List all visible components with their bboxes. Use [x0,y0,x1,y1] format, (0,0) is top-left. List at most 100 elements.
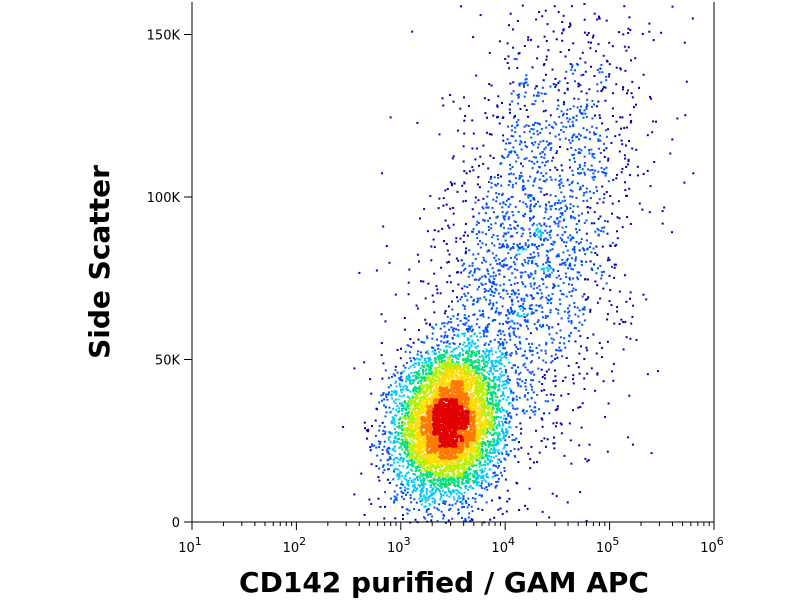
event-point [605,59,608,62]
event-point [585,239,588,242]
event-point [428,385,431,388]
event-point [508,279,511,282]
event-point [543,148,546,151]
event-point [409,442,412,445]
event-point [466,352,469,355]
event-point [483,382,486,385]
event-point [485,448,488,451]
event-point [516,20,519,22]
event-point [486,488,489,491]
event-point [558,186,561,189]
event-point [543,389,546,392]
event-point [508,497,511,500]
event-point [402,492,405,494]
event-point [408,402,411,405]
event-point [485,455,488,458]
event-point [411,465,414,468]
event-point [418,399,421,402]
event-point [494,399,497,402]
event-point [493,277,496,280]
event-point [490,409,493,412]
event-point [685,80,688,83]
event-point [457,333,459,336]
event-point [436,478,439,481]
event-point [512,90,515,93]
event-point [586,372,589,375]
event-point [435,323,438,326]
event-point [383,445,386,448]
event-point [599,134,602,137]
event-point [550,361,553,364]
event-point [553,121,556,124]
event-point [426,378,429,381]
event-point [437,347,440,350]
event-point [398,409,401,412]
event-point [554,178,557,181]
event-point [591,168,594,171]
event-point [488,484,491,487]
event-point [499,362,502,365]
event-point [570,5,573,8]
event-point [461,482,464,485]
event-point [545,193,548,196]
event-point [431,332,434,335]
event-point [406,417,409,420]
event-point [464,361,466,364]
event-point [601,346,603,349]
event-point [400,456,402,459]
event-point [411,428,414,431]
event-point [436,465,439,468]
event-point [536,265,539,268]
event-point [517,382,520,385]
event-point [499,373,502,376]
event-point [484,400,487,403]
event-point [498,452,501,455]
event-point [547,299,550,302]
event-point [421,475,424,478]
event-point [606,450,609,453]
event-point [456,360,458,363]
event-point [432,327,435,330]
event-point [541,418,544,421]
event-point [465,475,468,478]
event-point [407,484,410,486]
event-point [470,359,473,362]
event-point [444,334,446,337]
event-point [615,83,618,86]
event-point [557,82,560,84]
event-point [508,327,511,330]
event-point [480,400,483,403]
event-point [549,205,552,208]
event-point [489,154,492,157]
event-point [571,236,574,239]
event-point [532,312,535,315]
event-point [484,453,487,456]
event-point [568,118,571,121]
event-point [492,280,494,283]
event-point [516,66,519,69]
event-point [562,251,565,254]
event-point [460,477,463,480]
event-point [445,466,448,469]
event-point [428,356,431,359]
event-point [460,296,463,298]
event-point [557,284,560,287]
event-point [491,423,494,426]
event-point [487,385,490,387]
event-point [471,274,474,277]
event-point [477,475,479,478]
event-point [490,403,493,406]
event-point [433,246,436,249]
event-point [464,363,467,366]
event-point [418,386,421,389]
event-point [576,306,579,309]
event-point [408,509,411,512]
event-point [462,343,465,346]
event-point [626,163,629,166]
event-point [408,477,411,480]
event-point [418,362,420,365]
event-point [542,325,545,328]
event-point [550,355,553,358]
event-point [396,461,399,464]
event-point [516,154,519,157]
